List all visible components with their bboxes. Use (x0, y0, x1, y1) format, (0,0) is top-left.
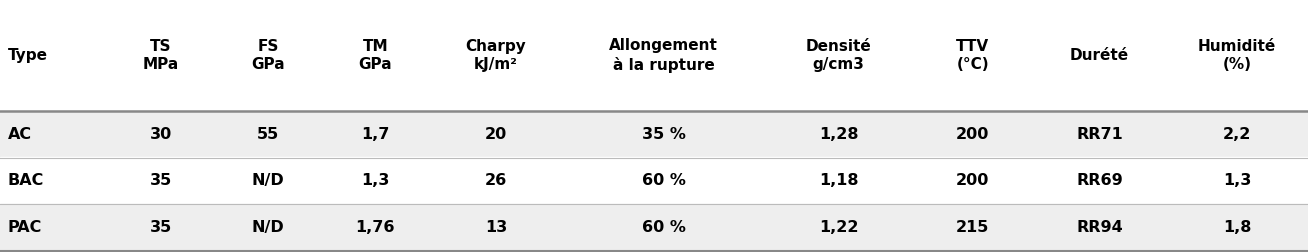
Text: PAC: PAC (8, 220, 42, 235)
Bar (0, 0, 1308, 111)
Bar (0, 158, 1308, 204)
Text: 35: 35 (150, 173, 173, 188)
Text: 200: 200 (956, 127, 989, 142)
Text: Humidité
(%): Humidité (%) (1198, 39, 1277, 72)
Text: 35: 35 (150, 220, 173, 235)
Text: N/D: N/D (251, 173, 285, 188)
Text: TS
MPa: TS MPa (143, 39, 179, 72)
Text: Type: Type (8, 48, 48, 63)
Text: RR71: RR71 (1076, 127, 1122, 142)
Text: 2,2: 2,2 (1223, 127, 1252, 142)
Text: 1,22: 1,22 (819, 220, 858, 235)
Text: BAC: BAC (8, 173, 44, 188)
Text: Allongement
à la rupture: Allongement à la rupture (610, 38, 718, 73)
Text: 1,76: 1,76 (356, 220, 395, 235)
Text: 215: 215 (956, 220, 989, 235)
Text: 60 %: 60 % (642, 173, 685, 188)
Text: N/D: N/D (251, 220, 285, 235)
Text: 1,8: 1,8 (1223, 220, 1252, 235)
Text: 1,18: 1,18 (819, 173, 858, 188)
Text: 60 %: 60 % (642, 220, 685, 235)
Text: Durété: Durété (1070, 48, 1129, 63)
Bar (0, 204, 1308, 251)
Text: 13: 13 (485, 220, 508, 235)
Text: 1,3: 1,3 (1223, 173, 1252, 188)
Bar (0, 111, 1308, 158)
Text: 55: 55 (258, 127, 280, 142)
Text: 1,7: 1,7 (361, 127, 390, 142)
Text: 1,28: 1,28 (819, 127, 858, 142)
Text: RR94: RR94 (1076, 220, 1122, 235)
Text: 35 %: 35 % (642, 127, 685, 142)
Text: Densité
g/cm3: Densité g/cm3 (806, 39, 871, 72)
Text: AC: AC (8, 127, 31, 142)
Text: TM
GPa: TM GPa (358, 39, 392, 72)
Text: 20: 20 (485, 127, 508, 142)
Text: Charpy
kJ/m²: Charpy kJ/m² (466, 39, 526, 72)
Text: 200: 200 (956, 173, 989, 188)
Text: 26: 26 (485, 173, 508, 188)
Text: 1,3: 1,3 (361, 173, 390, 188)
Text: FS
GPa: FS GPa (251, 39, 285, 72)
Text: TTV
(°C): TTV (°C) (956, 39, 989, 72)
Text: 30: 30 (150, 127, 173, 142)
Text: RR69: RR69 (1076, 173, 1122, 188)
